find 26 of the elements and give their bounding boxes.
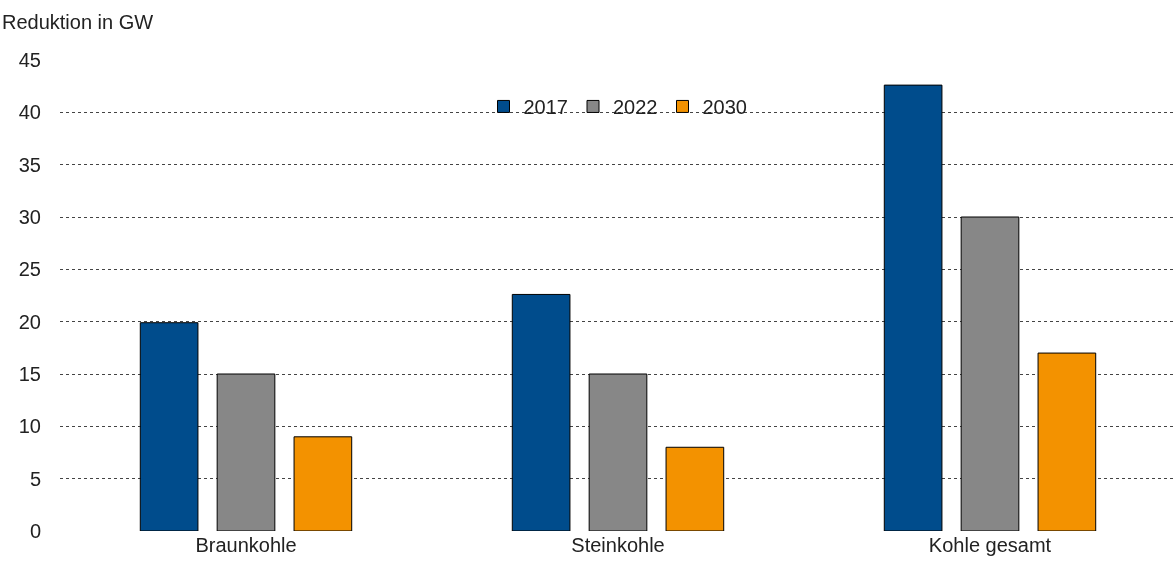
y-tick-label: 45 [18, 49, 41, 71]
bar [883, 84, 943, 531]
y-tick-label: 35 [18, 153, 41, 176]
bar [511, 293, 571, 531]
bar [139, 322, 199, 531]
y-tick-label: 20 [18, 310, 41, 333]
y-tick-label: 30 [18, 206, 41, 228]
bar [665, 446, 725, 531]
x-tick-label: Steinkohle [571, 534, 665, 556]
y-tick-label: 5 [29, 467, 41, 490]
y-tick-label: 15 [18, 363, 41, 385]
legend-label: 2030 [702, 96, 747, 119]
x-tick-label: Kohle gesamt [928, 534, 1052, 556]
y-tick-label: 40 [18, 101, 41, 124]
bar [588, 373, 648, 531]
x-tick-label: Braunkohle [195, 534, 297, 556]
y-tick-label: 10 [18, 415, 41, 438]
bar [293, 436, 353, 531]
y-tick-label: 25 [18, 258, 41, 281]
y-axis-title: Reduktion in GW [2, 11, 154, 33]
legend-label: 2017 [523, 96, 568, 119]
y-tick-label: 0 [29, 520, 41, 542]
bar [1037, 352, 1097, 531]
bar [216, 373, 276, 531]
bar [960, 216, 1020, 531]
legend-label: 2022 [613, 96, 658, 119]
